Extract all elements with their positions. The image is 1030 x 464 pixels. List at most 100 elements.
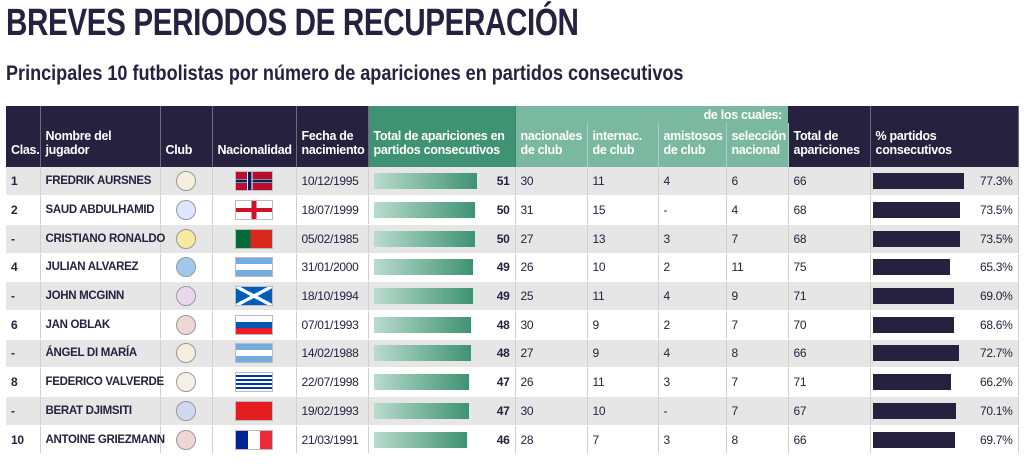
player-name: ANTOINE GRIEZMANN [40, 425, 165, 455]
real-madrid-crest-icon [176, 372, 196, 393]
total: 71 [788, 281, 871, 311]
pct-bar [872, 402, 956, 419]
birth-date: 10/12/1995 [296, 167, 369, 197]
birth-date: 21/03/1991 [296, 425, 369, 455]
nationality-cell [212, 281, 297, 311]
national: 11 [726, 253, 789, 283]
national: 7 [726, 367, 789, 397]
domestic: 30 [515, 310, 588, 340]
header-nationality: Nacionalidad [212, 106, 297, 167]
friendly: 3 [658, 224, 727, 254]
nationality-cell [212, 167, 297, 197]
friendly: 4 [658, 167, 727, 197]
birth-date: 22/07/1998 [296, 367, 369, 397]
total: 70 [788, 310, 871, 340]
benfica-crest-icon [176, 171, 196, 192]
al-hilal-crest-icon [176, 200, 196, 221]
slovenia-flag-icon [235, 314, 273, 335]
birth-date: 31/01/2000 [296, 253, 369, 283]
pct-value: 68.6% [980, 317, 1013, 332]
total: 68 [788, 195, 871, 225]
table-row: 1 FREDRIK AURSNES 10/12/1995 51 30 11 4 6 66 77.3… [6, 167, 1019, 197]
nationality-cell [212, 396, 297, 426]
birth-date: 19/02/1993 [296, 396, 369, 426]
birth-date: 05/02/1985 [296, 224, 369, 254]
france-flag-icon [235, 429, 273, 450]
nationality-cell [212, 224, 297, 254]
pct-cell: 69.0% [870, 281, 1019, 311]
domestic: 28 [515, 425, 588, 455]
birth-date: 14/02/1988 [296, 339, 369, 369]
header-consecutive: Total de apariciones en partidos consecu… [368, 106, 516, 167]
club-cell [160, 195, 213, 225]
domestic: 27 [515, 339, 588, 369]
page-subtitle: Principales 10 futbolistas por número de… [6, 62, 684, 85]
player-name: JOHN MCGINN [40, 281, 161, 311]
pct-value: 72.7% [980, 346, 1013, 361]
club-cell [160, 281, 213, 311]
international: 15 [587, 195, 659, 225]
pct-bar [872, 374, 951, 391]
pct-value: 73.5% [980, 203, 1013, 218]
scotland-flag-icon [235, 286, 273, 307]
header-club: Club [160, 106, 213, 167]
international: 10 [587, 396, 659, 426]
pct-cell: 68.6% [870, 310, 1019, 340]
consecutive-cell: 47 [368, 367, 516, 397]
international: 10 [587, 253, 659, 283]
pct-cell: 73.5% [870, 195, 1019, 225]
header-birth: Fecha de nacimiento [296, 106, 369, 167]
rank: - [6, 281, 41, 311]
international: 11 [587, 281, 659, 311]
rank: 6 [6, 310, 41, 340]
friendly: 3 [658, 425, 727, 455]
birth-date: 07/01/1993 [296, 310, 369, 340]
consecutive-value: 48 [496, 317, 510, 332]
consecutive-value: 47 [496, 403, 510, 418]
nationality-cell [212, 425, 297, 455]
rank: - [6, 224, 41, 254]
man-city-crest-icon [176, 257, 196, 278]
domestic: 26 [515, 367, 588, 397]
players-table: Clas. Nombre del jugador Club Nacionalid… [6, 106, 1019, 455]
rank: - [6, 339, 41, 369]
domestic: 27 [515, 224, 588, 254]
rank: 1 [6, 167, 41, 197]
uruguay-flag-icon [235, 372, 273, 393]
international: 13 [587, 224, 659, 254]
albania-flag-icon [235, 400, 273, 421]
consecutive-bar [373, 316, 471, 333]
consecutive-bar [373, 431, 467, 448]
pct-bar [872, 431, 955, 448]
pct-bar [872, 345, 959, 362]
consecutive-bar [373, 230, 475, 247]
atletico-crest-icon [176, 314, 196, 335]
club-cell [160, 367, 213, 397]
consecutive-bar [373, 402, 469, 419]
consecutive-value: 46 [496, 432, 510, 447]
consecutive-bar [373, 259, 473, 276]
player-name: BERAT DJIMSITI [40, 396, 161, 426]
international: 11 [587, 167, 659, 197]
player-name: FREDRIK AURSNES [40, 167, 161, 197]
portugal-flag-icon [235, 228, 273, 249]
pct-bar [872, 202, 960, 219]
consecutive-value: 49 [496, 260, 510, 275]
club-cell [160, 253, 213, 283]
rank: 2 [6, 195, 41, 225]
pct-value: 69.7% [980, 432, 1013, 447]
international: 7 [587, 425, 659, 455]
consecutive-value: 51 [496, 174, 510, 189]
total: 66 [788, 339, 871, 369]
consecutive-value: 50 [496, 231, 510, 246]
rank: 10 [6, 425, 41, 455]
table-row: 10 ANTOINE GRIEZMANN 21/03/1991 46 28 7 3 8 66 69… [6, 425, 1019, 455]
friendly: 2 [658, 253, 727, 283]
pct-bar [872, 288, 954, 305]
pct-cell: 66.2% [870, 367, 1019, 397]
consecutive-cell: 49 [368, 281, 516, 311]
pct-cell: 77.3% [870, 167, 1019, 197]
pct-value: 70.1% [980, 403, 1013, 418]
club-cell [160, 339, 213, 369]
nationality-cell [212, 339, 297, 369]
